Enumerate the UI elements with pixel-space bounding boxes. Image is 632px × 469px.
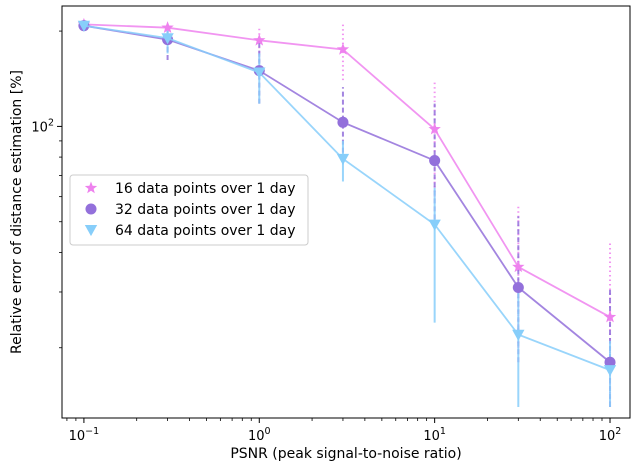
legend-marker-3 [84,225,98,237]
legend-box [69,174,309,246]
data-point-series-1-3 [253,33,266,46]
x-tick-label-3: 101 [423,426,446,444]
data-point-series-2-5 [429,155,441,167]
data-point-series-1-4 [336,42,350,55]
data-point-series-3-3 [253,67,266,79]
data-point-series-1-2 [161,21,174,33]
data-point-series-1-6 [512,260,525,273]
x-tick-label-1: 10−1 [69,426,100,444]
legend-label-1: 16 data points over 1 day [115,181,295,197]
legend-label-3: 64 data points over 1 day [115,223,295,239]
plot-layer [77,17,617,407]
x-tick-label-4: 102 [599,426,622,444]
y-tick-label-1: 102 [31,117,54,135]
legend-marker-2 [85,203,97,215]
data-point-series-2-4 [337,116,349,128]
data-point-series-3-6 [512,329,525,341]
data-point-series-1-5 [428,122,441,135]
plot-frame [61,5,631,419]
data-point-series-1-7 [603,310,617,323]
data-point-series-3-4 [336,153,350,165]
legend: 16 data points over 1 day 32 data points … [69,174,309,246]
y-axis-label: Relative error of distance estimation [%… [9,70,25,354]
data-point-series-2-7 [604,356,616,368]
legend-marker-1 [84,181,98,194]
axis-layer: 10−1 100 101 102 102 [31,30,622,444]
data-point-series-3-2 [161,33,174,45]
x-axis-label: PSNR (peak signal-to-noise ratio) [230,446,461,462]
data-point-series-3-1 [77,20,91,32]
x-tick-label-2: 100 [248,426,271,444]
data-point-series-2-6 [512,281,524,293]
legend-label-2: 32 data points over 1 day [115,202,295,218]
data-point-series-3-5 [428,219,441,231]
data-point-series-3-7 [603,365,617,377]
